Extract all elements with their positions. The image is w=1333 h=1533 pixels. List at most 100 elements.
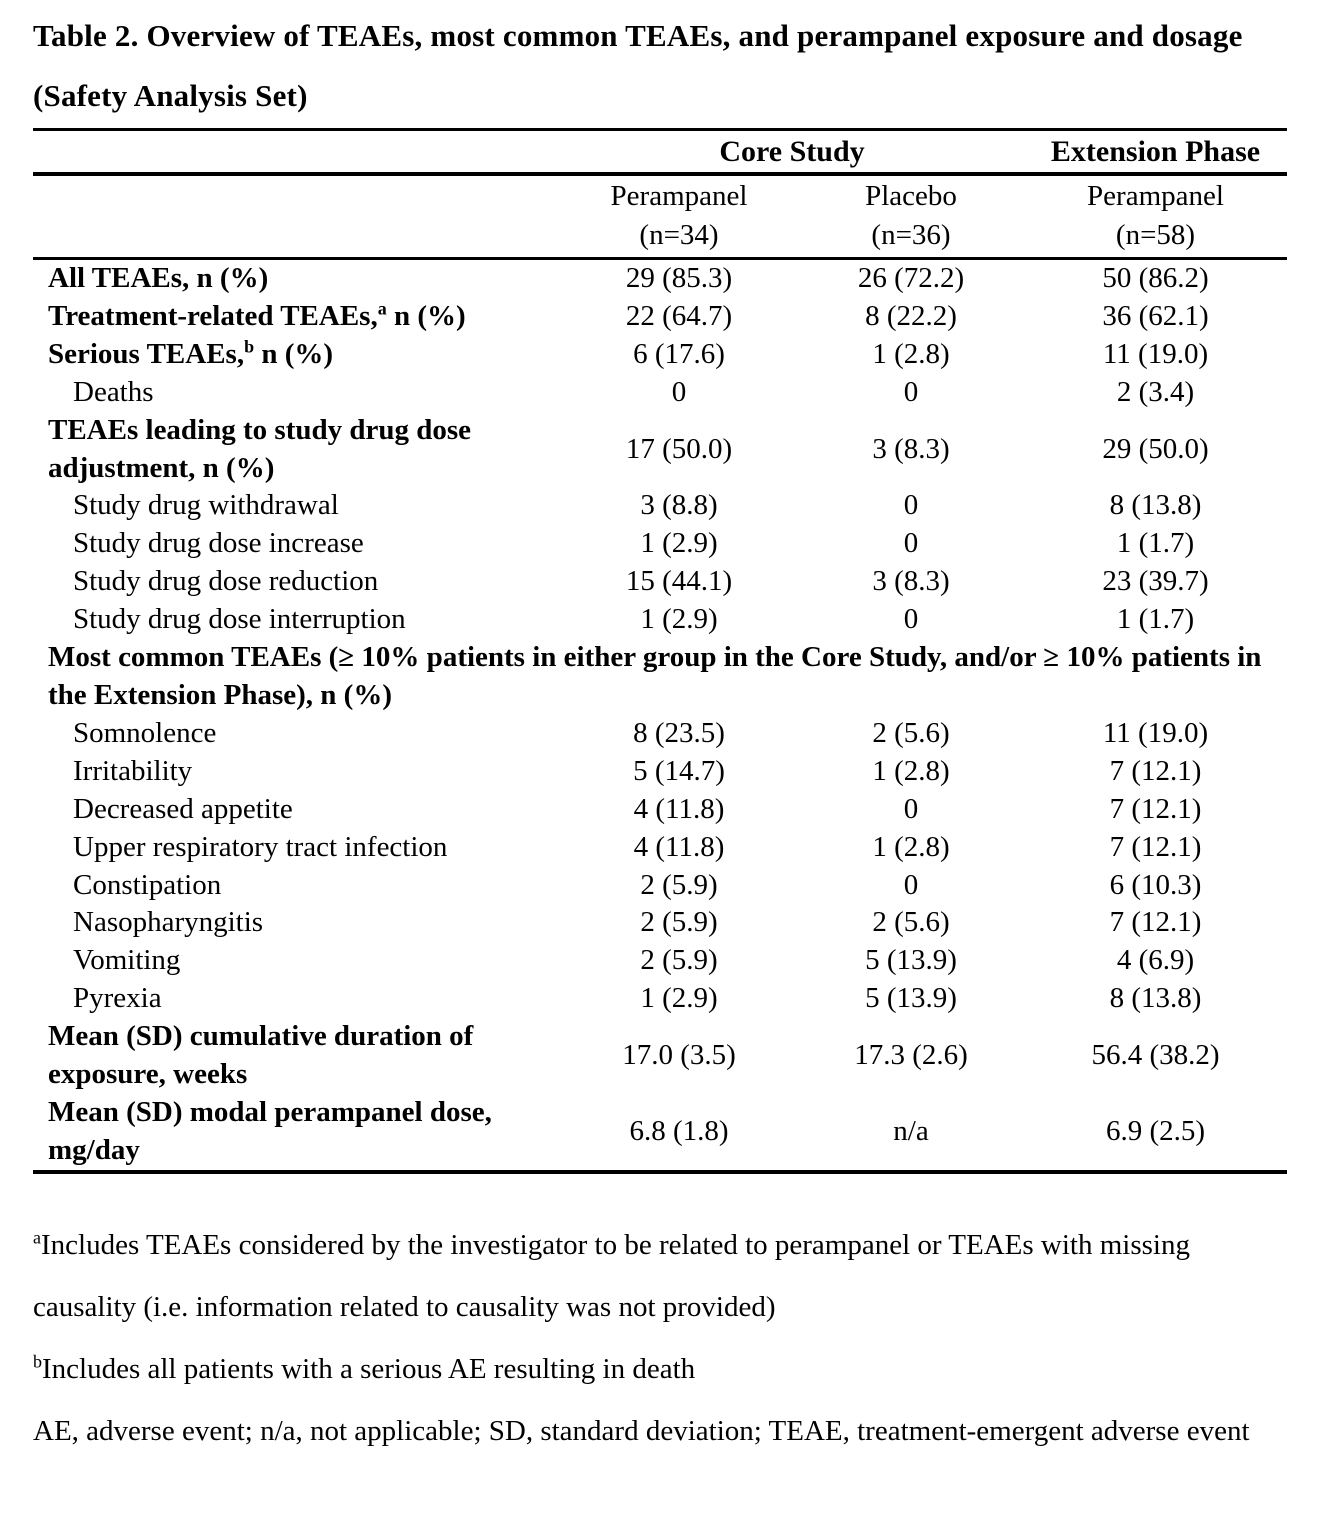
cell-value: 1 (2.8) <box>872 754 950 787</box>
column-header-name: Perampanel <box>610 180 748 212</box>
cell-value: 6 (10.3) <box>1109 868 1202 901</box>
table-row: Decreased appetite 4 (11.8) 0 7 (12.1) <box>33 791 1287 829</box>
section-heading-row: Most common TEAEs (≥ 10% patients in eit… <box>33 639 1287 715</box>
column-header-n: (n=36) <box>871 218 951 251</box>
cell-value: 5 (13.9) <box>865 982 957 1015</box>
cell-value: 17 (50.0) <box>625 432 733 465</box>
cell-value: 1 (1.7) <box>1116 527 1195 560</box>
cell-value: 11 (19.0) <box>1102 716 1209 749</box>
row-label: Pyrexia <box>73 982 162 1015</box>
cell-value: 23 (39.7) <box>1102 565 1209 598</box>
row-label: Nasopharyngitis <box>73 906 264 939</box>
row-label: Irritability <box>73 754 193 787</box>
cell-value: 2 (5.9) <box>640 944 718 977</box>
column-header-name: Placebo <box>865 180 957 212</box>
cell-value: 29 (50.0) <box>1102 432 1209 465</box>
table-row: Nasopharyngitis 2 (5.9) 2 (5.6) 7 (12.1) <box>33 904 1287 942</box>
table-row: Upper respiratory tract infection 4 (11.… <box>33 829 1287 867</box>
footnote-marker-b: b <box>244 336 255 357</box>
row-label: Deaths <box>73 375 154 408</box>
cell-value: 8 (13.8) <box>1109 489 1202 522</box>
cell-value: 8 (23.5) <box>633 716 725 749</box>
row-label: Serious TEAEs,b n (%) <box>48 336 334 370</box>
cell-value: 0 <box>903 868 919 901</box>
column-header-n: (n=34) <box>639 218 719 251</box>
cell-value: 36 (62.1) <box>1102 299 1209 332</box>
row-label: Upper respiratory tract infection <box>73 830 448 863</box>
cell-value: 2 (3.4) <box>1116 375 1195 408</box>
cell-value: 3 (8.3) <box>872 565 950 598</box>
table-row: Study drug dose reduction 15 (44.1) 3 (8… <box>33 563 1287 601</box>
table-row: Vomiting 2 (5.9) 5 (13.9) 4 (6.9) <box>33 942 1287 980</box>
row-label: Mean (SD) modal perampanel dose, mg/day <box>48 1095 492 1166</box>
cell-value: 0 <box>903 603 919 636</box>
cell-value: 0 <box>903 527 919 560</box>
cell-value: 6.8 (1.8) <box>629 1114 729 1147</box>
row-label: Mean (SD) cumulative duration of exposur… <box>48 1020 474 1091</box>
cell-value: 4 (11.8) <box>633 792 725 825</box>
table-row: Treatment-related TEAEs,a n (%) 22 (64.7… <box>33 298 1287 336</box>
cell-value: 2 (5.6) <box>872 906 950 939</box>
cell-value: 0 <box>903 792 919 825</box>
cell-value: 15 (44.1) <box>625 565 733 598</box>
row-label: Treatment-related TEAEs,a n (%) <box>48 298 466 332</box>
row-label: TEAEs leading to study drug dose adjustm… <box>48 413 472 484</box>
footnotes: aIncludes TEAEs considered by the invest… <box>33 1214 1287 1462</box>
row-label: Study drug withdrawal <box>73 489 339 522</box>
cell-value: 0 <box>903 375 919 408</box>
cell-value: n/a <box>893 1114 929 1147</box>
group-header-core: Core Study <box>560 129 1024 176</box>
group-header-extension: Extension Phase <box>1024 129 1287 176</box>
cell-value: 4 (6.9) <box>1116 944 1195 977</box>
cell-value: 0 <box>903 489 919 522</box>
column-header-placebo: Placebo (n=36) <box>798 174 1024 260</box>
section-heading: Most common TEAEs (≥ 10% patients in eit… <box>48 641 1262 711</box>
row-label: Somnolence <box>73 716 217 749</box>
column-header-perampanel-core: Perampanel (n=34) <box>560 174 798 260</box>
cell-value: 2 (5.9) <box>640 868 718 901</box>
cell-value: 4 (11.8) <box>633 830 725 863</box>
row-label: Vomiting <box>73 944 181 977</box>
table-title: Table 2. Overview of TEAEs, most common … <box>33 18 1243 113</box>
cell-value: 8 (13.8) <box>1109 982 1202 1015</box>
table-row: Constipation 2 (5.9) 0 6 (10.3) <box>33 867 1287 905</box>
group-header-blank <box>33 129 560 176</box>
table-row: Study drug withdrawal 3 (8.8) 0 8 (13.8) <box>33 487 1287 525</box>
column-header-row: Perampanel (n=34) Placebo (n=36) Perampa… <box>33 174 1287 260</box>
column-header-perampanel-extension: Perampanel (n=58) <box>1024 174 1287 260</box>
column-header-blank <box>33 174 560 260</box>
table-row: Irritability 5 (14.7) 1 (2.8) 7 (12.1) <box>33 753 1287 791</box>
cell-value: 5 (14.7) <box>633 754 725 787</box>
cell-value: 7 (12.1) <box>1109 754 1202 787</box>
cell-value: 5 (13.9) <box>865 944 957 977</box>
teae-table: Core Study Extension Phase Perampanel (n… <box>33 128 1287 1174</box>
cell-value: 1 (2.8) <box>872 830 950 863</box>
cell-value: 0 <box>671 375 687 408</box>
cell-value: 1 (2.9) <box>640 982 718 1015</box>
table-row: Deaths 0 0 2 (3.4) <box>33 374 1287 412</box>
abbreviations-note: AE, adverse event; n/a, not applicable; … <box>33 1414 1250 1447</box>
footnote-marker-a: a <box>377 298 387 319</box>
cell-value: 22 (64.7) <box>625 299 733 332</box>
cell-value: 7 (12.1) <box>1109 792 1202 825</box>
table-row: Study drug dose increase 1 (2.9) 0 1 (1.… <box>33 525 1287 563</box>
cell-value: 8 (22.2) <box>865 299 957 332</box>
footnote-b: bIncludes all patients with a serious AE… <box>33 1351 696 1385</box>
cell-value: 50 (86.2) <box>1102 262 1209 294</box>
footnote-a: aIncludes TEAEs considered by the invest… <box>33 1227 1190 1323</box>
row-label: All TEAEs, n (%) <box>48 262 269 294</box>
table-row: Pyrexia 1 (2.9) 5 (13.9) 8 (13.8) <box>33 980 1287 1018</box>
cell-value: 3 (8.3) <box>872 432 950 465</box>
cell-value: 17.0 (3.5) <box>622 1039 736 1072</box>
column-header-n: (n=58) <box>1115 218 1196 251</box>
footnote-b-marker: b <box>33 1351 42 1372</box>
cell-value: 7 (12.1) <box>1109 906 1202 939</box>
row-label: Study drug dose interruption <box>73 603 406 636</box>
cell-value: 29 (85.3) <box>625 262 733 294</box>
cell-value: 1 (2.9) <box>640 603 718 636</box>
cell-value: 2 (5.9) <box>640 906 718 939</box>
cell-value: 56.4 (38.2) <box>1091 1039 1220 1072</box>
table-row: Mean (SD) cumulative duration of exposur… <box>33 1018 1287 1094</box>
row-label: Study drug dose reduction <box>73 565 379 598</box>
cell-value: 1 (2.9) <box>640 527 718 560</box>
